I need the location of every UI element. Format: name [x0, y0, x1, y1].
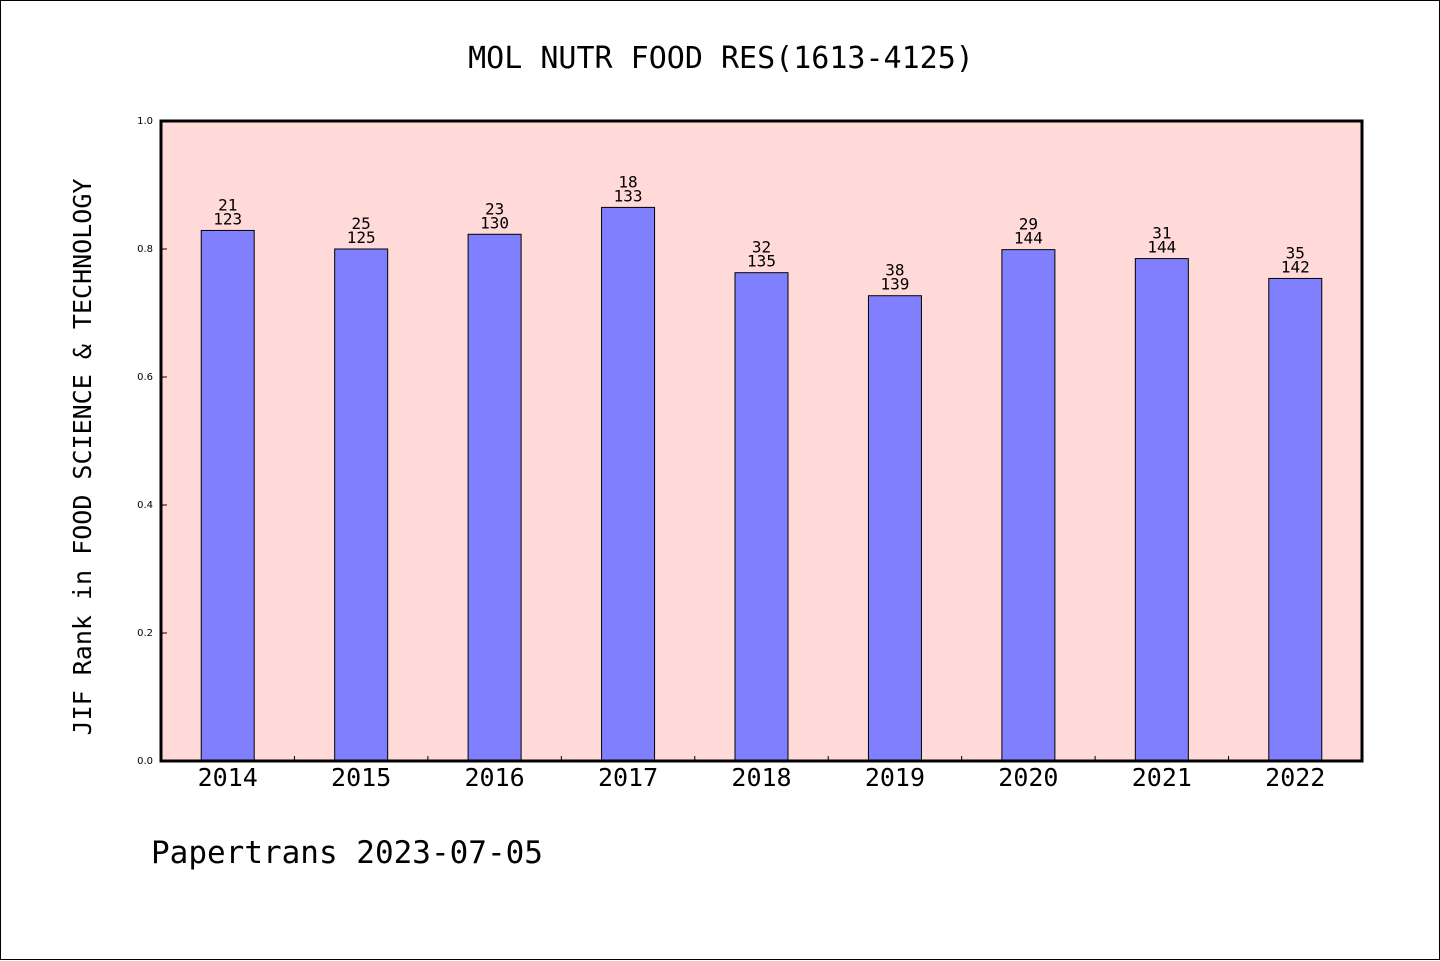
bar-total-label-2020: 144 — [1014, 229, 1043, 248]
y-tick-label: 0.2 — [137, 628, 153, 639]
x-tick-label-2021: 2021 — [1132, 763, 1192, 792]
bar-total-label-2022: 142 — [1281, 257, 1310, 276]
chart-title: MOL NUTR FOOD RES(1613-4125) — [468, 41, 974, 76]
bar-rank-label-2020: 29 — [1019, 215, 1038, 234]
x-tick-label-2017: 2017 — [598, 763, 658, 792]
y-tick-label: 0.8 — [137, 244, 153, 255]
x-tick-label-2020: 2020 — [998, 763, 1058, 792]
bar-rank-label-2016: 23 — [485, 199, 504, 218]
bar-total-label-2016: 130 — [480, 213, 509, 232]
bar-rank-label-2017: 18 — [618, 172, 637, 191]
bar-total-label-2017: 133 — [614, 186, 643, 205]
bar-2022 — [1268, 277, 1323, 762]
bar-2019 — [867, 295, 922, 762]
x-tick-label-2019: 2019 — [865, 763, 925, 792]
bar-2021 — [1134, 258, 1189, 762]
y-tick-label: 0.0 — [137, 756, 153, 767]
x-tick-label-2015: 2015 — [331, 763, 391, 792]
bar-total-label-2015: 125 — [347, 228, 376, 247]
bar-2020 — [1001, 249, 1056, 762]
y-tick-label: 0.6 — [137, 372, 153, 383]
bar-2014 — [200, 229, 255, 762]
bar-total-label-2014: 123 — [213, 209, 242, 228]
bar-2017 — [601, 206, 656, 762]
bar-2015 — [334, 248, 389, 762]
bar-2016 — [467, 233, 522, 762]
x-tick-label-2018: 2018 — [731, 763, 791, 792]
bar-rank-label-2018: 32 — [752, 238, 771, 257]
y-tick-label: 1.0 — [137, 116, 153, 127]
y-axis-label: JIF Rank in FOOD SCIENCE & TECHNOLOGY — [68, 179, 97, 736]
x-tick-label-2022: 2022 — [1265, 763, 1325, 792]
y-tick-label: 0.4 — [137, 500, 153, 511]
x-tick-label-2016: 2016 — [465, 763, 525, 792]
bar-rank-label-2021: 31 — [1152, 224, 1171, 243]
plot-border — [159, 119, 1364, 763]
bar-2018 — [734, 272, 789, 762]
bar-total-label-2018: 135 — [747, 252, 776, 271]
bar-rank-label-2015: 25 — [352, 214, 371, 233]
x-tick-label-2014: 2014 — [198, 763, 258, 792]
bar-rank-label-2019: 38 — [885, 261, 904, 280]
bar-total-label-2021: 144 — [1147, 238, 1176, 257]
footer-credit: Papertrans 2023-07-05 — [151, 835, 543, 871]
axis-ticks: 2014 2015 2016 2017 2018 2019 2020 2021 2022 0.0 0… — [137, 116, 1325, 792]
bar-rank-label-2022: 35 — [1286, 243, 1305, 262]
bar-total-label-2019: 139 — [880, 275, 909, 294]
bar-rank-label-2014: 21 — [218, 195, 237, 214]
